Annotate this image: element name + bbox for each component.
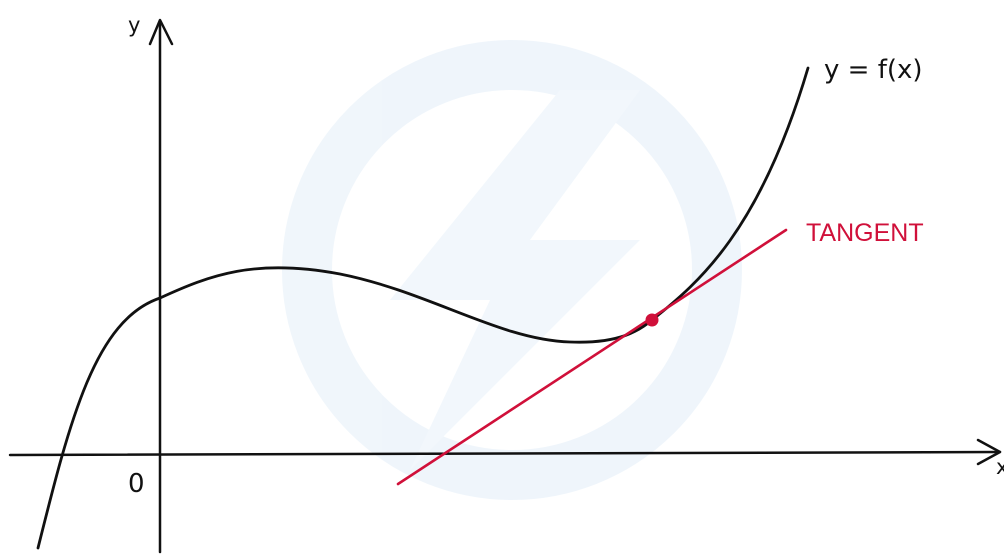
- point-of-tangency: [646, 314, 659, 327]
- y-axis: [150, 20, 172, 552]
- origin-label: 0: [128, 469, 145, 499]
- x-axis-label: x: [996, 455, 1004, 479]
- watermark-logo: [307, 65, 717, 475]
- tangent-label: TANGENT: [806, 219, 924, 247]
- y-axis-label: y: [128, 13, 140, 37]
- curve-label: y = f(x): [824, 55, 923, 85]
